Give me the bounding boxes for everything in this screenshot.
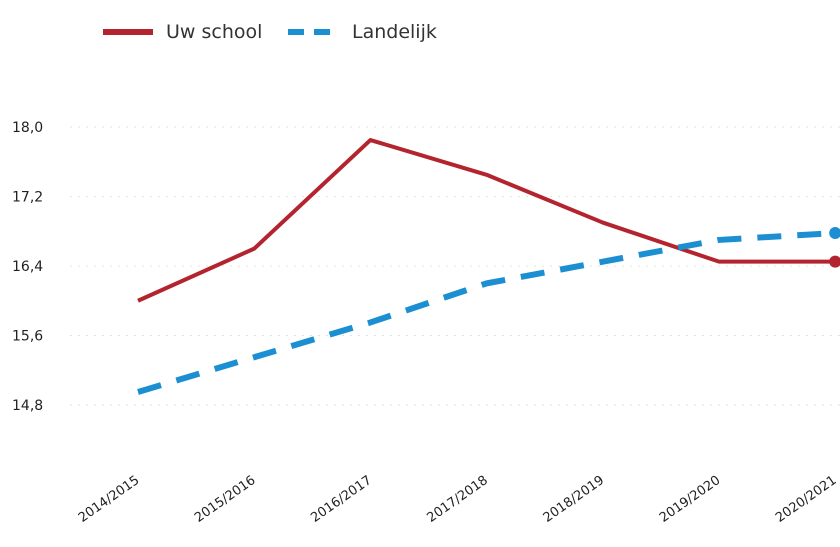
x-tick-label: 2018/2019 [541, 473, 607, 526]
x-tick-label: 2015/2016 [192, 473, 258, 526]
y-tick-label: 15,6 [12, 329, 43, 345]
y-tick-label: 18,0 [12, 120, 43, 136]
x-tick-label: 2016/2017 [308, 473, 374, 526]
x-tick-label: 2014/2015 [76, 473, 142, 526]
x-tick-label: 2020/2021 [773, 473, 839, 526]
data-point-landelijk [829, 226, 840, 239]
x-tick-label: 2019/2020 [657, 473, 723, 526]
y-tick-label: 17,2 [12, 190, 43, 206]
x-tick-label: 2017/2018 [424, 473, 490, 526]
gridlines [70, 126, 840, 406]
legend-label-uw-school: Uw school [166, 21, 262, 43]
y-tick-label: 14,8 [12, 398, 43, 414]
x-axis: 2014/2015 2015/2016 2016/2017 2017/2018 2018… [76, 473, 840, 526]
legend: Uw school Landelijk [103, 21, 437, 43]
legend-label-landelijk: Landelijk [352, 21, 437, 43]
series-line-uw-school [137, 138, 836, 303]
y-tick-label: 16,4 [12, 259, 43, 275]
y-axis: 18,0 17,2 16,4 15,6 14,8 [12, 120, 43, 414]
series-line-landelijk [137, 229, 836, 395]
series-lines [137, 138, 840, 395]
data-point-uw-school [829, 255, 840, 268]
